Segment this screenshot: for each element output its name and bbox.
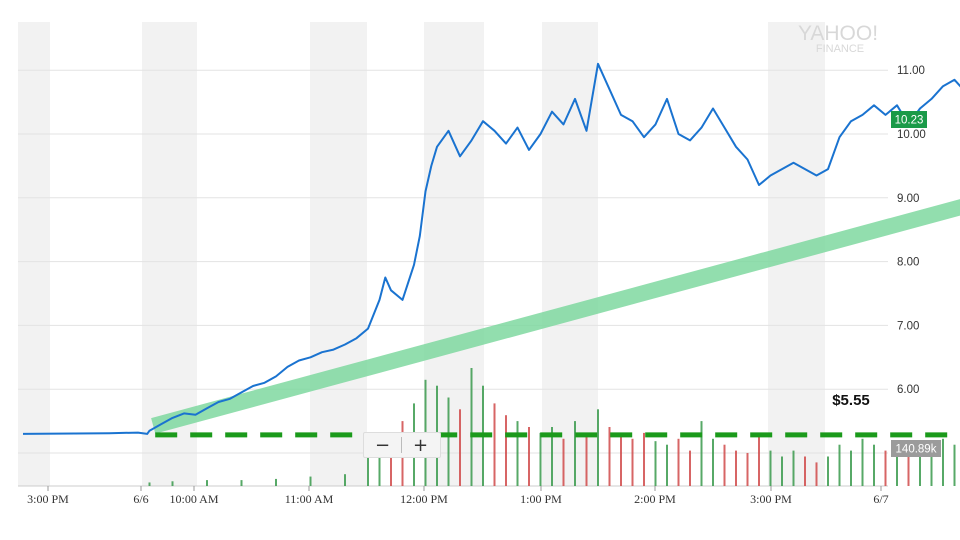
volume-bar	[896, 444, 898, 486]
start-price-annotation: $5.55	[832, 392, 870, 409]
volume-bar	[597, 409, 599, 486]
volume-bar	[723, 444, 726, 486]
session-band	[18, 22, 50, 486]
volume-bar	[493, 403, 496, 486]
y-tick-label: 11.00	[897, 65, 925, 77]
volume-bar	[769, 450, 772, 486]
volume-bar	[574, 421, 576, 486]
x-tick-label: 10:00 AM	[169, 492, 218, 506]
last-volume-label: 140.89k	[896, 444, 937, 456]
last-price-label: 10.23	[895, 115, 924, 127]
volume-bar	[781, 456, 783, 486]
volume-bar	[654, 441, 657, 486]
volume-bar	[907, 450, 910, 486]
volume-bar	[919, 456, 921, 486]
trend-arrow-shaft	[151, 199, 960, 434]
last-volume-badge-bg	[891, 440, 941, 457]
last-price-badge-bg	[891, 111, 927, 128]
volume-bar	[378, 444, 381, 486]
x-tick-label: 6/6	[133, 492, 148, 506]
baseline-arrow	[155, 432, 960, 438]
volume-bar	[735, 450, 737, 486]
x-axis: 3:00 PM 6/6 10:00 AM 11:00 AM 12:00 PM 1:00 P…	[27, 486, 889, 506]
x-tick-label: 3:00 PM	[750, 492, 792, 506]
volume-bar	[367, 456, 369, 486]
volume-bar	[516, 421, 519, 486]
volume-bar	[470, 368, 473, 486]
x-tick-label: 6/7	[873, 492, 888, 506]
watermark-line1: YAHOO!	[798, 22, 878, 45]
volume-bar	[148, 482, 151, 486]
price-series-line	[22, 62, 960, 435]
y-tick-label: 8.00	[897, 257, 919, 269]
volume-bar	[758, 432, 760, 486]
volume-bar	[608, 427, 611, 486]
zoom-in-button[interactable]: +	[412, 434, 429, 456]
volume-bar	[953, 444, 956, 486]
x-tick-label: 12:00 PM	[400, 492, 448, 506]
session-band	[542, 22, 598, 486]
volume-bar	[873, 444, 875, 486]
session-band	[424, 22, 484, 486]
volume-bar	[861, 438, 864, 486]
x-tick-label: 3:00 PM	[27, 492, 69, 506]
volume-bar	[528, 427, 530, 486]
volume-bar	[447, 397, 450, 486]
volume-bar	[700, 421, 703, 486]
last-price-badge: 10.23	[891, 111, 927, 128]
session-band	[310, 22, 367, 486]
volume-bar	[275, 478, 277, 486]
volume-bar	[539, 432, 542, 486]
volume-bar	[390, 432, 392, 486]
price-line	[22, 62, 960, 435]
volume-bar	[666, 444, 668, 486]
volume-bar	[850, 450, 852, 486]
volume-bar	[459, 409, 461, 486]
volume-bar	[804, 456, 806, 486]
volume-bar	[677, 438, 680, 486]
x-tick-label: 1:00 PM	[520, 492, 562, 506]
volume-bar	[815, 462, 818, 486]
volume-bar	[827, 456, 829, 486]
volume-bar	[206, 480, 208, 486]
volume-bar	[838, 444, 841, 486]
volume-bar	[942, 438, 944, 486]
volume-bar	[930, 450, 933, 486]
session-bands	[18, 22, 825, 486]
watermark-line2: FINANCE	[816, 43, 864, 55]
last-volume-badge: 140.89k	[891, 440, 941, 457]
volume-bar	[643, 432, 645, 486]
x-tick-label: 11:00 AM	[285, 492, 334, 506]
volume-bar	[631, 438, 634, 486]
volume-bar	[505, 415, 507, 486]
volume-bar	[562, 438, 565, 486]
volume-bar	[746, 452, 749, 486]
yahoo-finance-watermark: YAHOO! FINANCE	[798, 22, 878, 55]
volume-bar	[712, 438, 714, 486]
volume-bar	[171, 481, 174, 486]
trend-arrow	[151, 199, 960, 434]
x-tick-label: 2:00 PM	[634, 492, 676, 506]
zoom-divider	[401, 437, 402, 453]
zoom-controls: − +	[363, 432, 441, 458]
volume-bar	[620, 432, 622, 486]
y-tick-label: 7.00	[897, 320, 919, 332]
volume-bar	[344, 474, 346, 486]
volume-bar	[884, 450, 887, 486]
volume-bar	[551, 427, 553, 486]
volume-bar	[585, 432, 588, 486]
zoom-out-button[interactable]: −	[374, 434, 391, 456]
y-tick-label: 10.00	[897, 129, 926, 141]
volume-bar	[309, 476, 312, 486]
volume-bar	[792, 450, 795, 486]
volume-bar	[240, 480, 243, 486]
volume-bar	[689, 450, 691, 486]
y-tick-label: 9.00	[897, 193, 919, 205]
y-tick-label: 6.00	[897, 384, 919, 396]
